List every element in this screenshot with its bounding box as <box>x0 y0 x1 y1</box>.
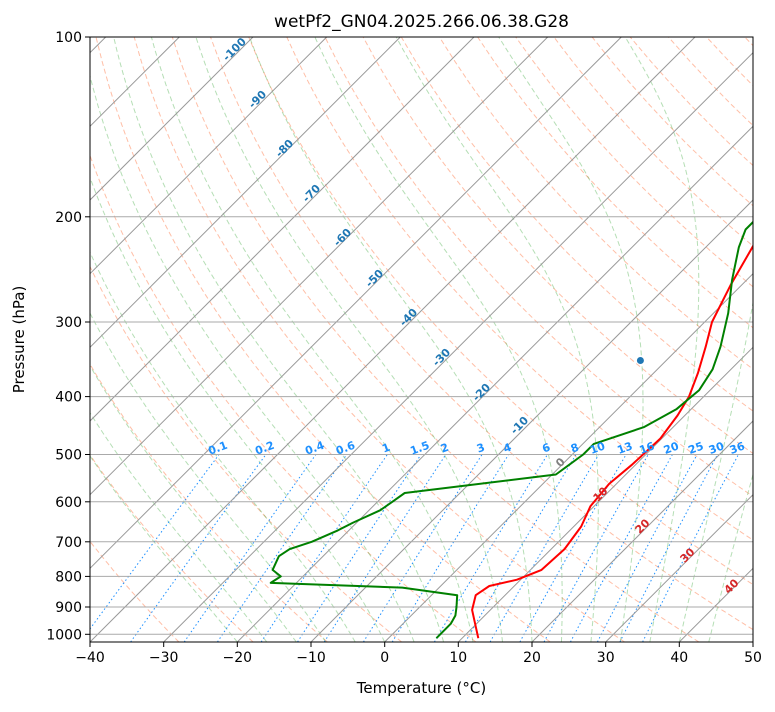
x-tick-label: 0 <box>380 650 389 666</box>
y-tick-label: 500 <box>55 448 82 464</box>
x-tick-label: 50 <box>744 650 762 666</box>
x-tick-label: −40 <box>75 650 105 666</box>
parcel-marker <box>637 357 644 364</box>
y-tick-label: 400 <box>55 390 82 406</box>
y-tick-label: 300 <box>55 315 82 331</box>
x-tick-label: 30 <box>597 650 615 666</box>
x-tick-label: 40 <box>670 650 688 666</box>
x-tick-label: −20 <box>223 650 253 666</box>
y-tick-label: 900 <box>55 600 82 616</box>
y-tick-label: 200 <box>55 210 82 226</box>
x-tick-label: −10 <box>296 650 326 666</box>
x-axis-label: Temperature (°C) <box>356 679 486 697</box>
x-tick-label: 20 <box>523 650 541 666</box>
y-axis-label: Pressure (hPa) <box>10 286 28 394</box>
y-tick-label: 100 <box>55 30 82 46</box>
y-tick-label: 700 <box>55 535 82 551</box>
chart-title: wetPf2_GN04.2025.266.06.38.G28 <box>274 12 569 32</box>
y-tick-label: 800 <box>55 569 82 585</box>
x-tick-label: 10 <box>449 650 467 666</box>
y-tick-label: 600 <box>55 495 82 511</box>
x-tick-label: −30 <box>149 650 179 666</box>
y-tick-label: 1000 <box>46 627 82 643</box>
